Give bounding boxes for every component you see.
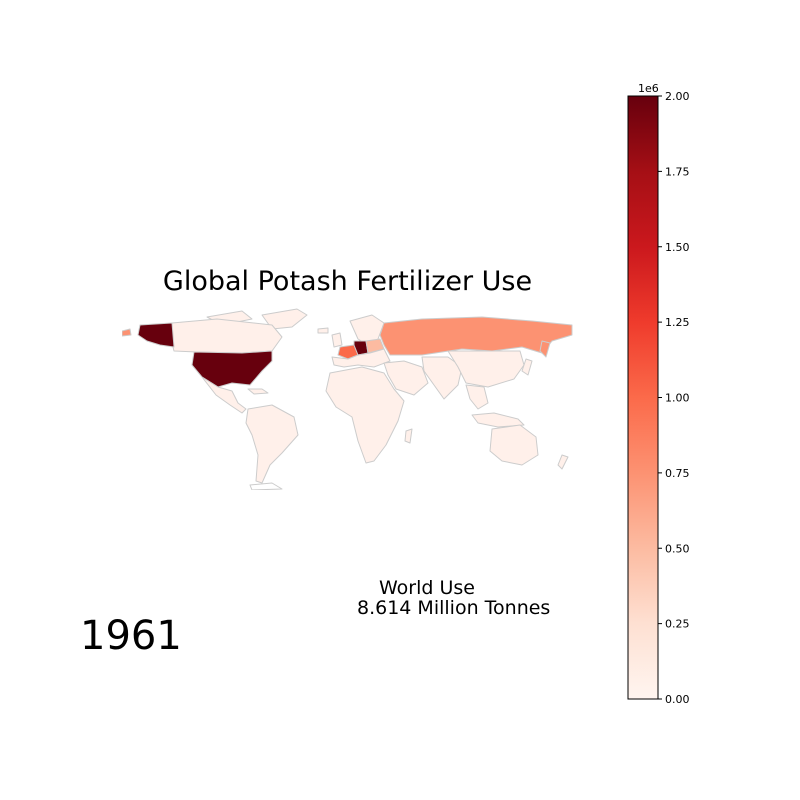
region-new-zealand bbox=[557, 454, 569, 470]
world-map bbox=[122, 308, 573, 490]
region-alaska bbox=[137, 322, 175, 348]
region-kamchatka bbox=[539, 340, 551, 358]
colorbar-tick-label: 0.75 bbox=[665, 467, 690, 480]
region-madagascar bbox=[404, 428, 413, 444]
colorbar-tick-label: 1.75 bbox=[665, 165, 690, 178]
map-title: Global Potash Fertilizer Use bbox=[162, 266, 533, 297]
region-usa bbox=[191, 350, 273, 388]
colorbar-tick-label: 1.00 bbox=[665, 392, 690, 405]
region-canada bbox=[169, 318, 283, 354]
region-caribbean bbox=[247, 388, 269, 395]
world-use-label: World Use bbox=[379, 577, 475, 599]
colorbar: 1e6 0.00 0.25 0.50 0.75 1.00 1.25 1.50 1.75 2.00 bbox=[627, 82, 690, 706]
world-use-value: 8.614 Million Tonnes bbox=[357, 597, 551, 619]
region-southern-europe bbox=[331, 348, 391, 368]
region-africa bbox=[325, 366, 405, 464]
colorbar-tick-label: 0.25 bbox=[665, 618, 690, 631]
region-southeast-asia bbox=[465, 384, 489, 410]
region-mexico bbox=[201, 376, 247, 414]
region-iceland bbox=[317, 327, 329, 334]
colorbar-gradient bbox=[627, 95, 659, 700]
region-australia bbox=[489, 424, 539, 466]
region-south-america bbox=[245, 404, 299, 484]
colorbar-tick-label: 2.00 bbox=[665, 90, 690, 103]
colorbar-scale-label: 1e6 bbox=[638, 82, 659, 95]
region-china bbox=[447, 350, 525, 388]
region-uk bbox=[331, 332, 343, 348]
region-japan bbox=[521, 358, 533, 376]
colorbar-ticks: 0.00 0.25 0.50 0.75 1.00 1.25 1.50 1.75 2.00 bbox=[658, 90, 690, 706]
region-indonesia bbox=[471, 412, 525, 428]
region-antarctica bbox=[249, 482, 283, 490]
region-south-asia bbox=[421, 356, 463, 400]
region-middle-east bbox=[383, 360, 429, 396]
colorbar-tick-label: 0.50 bbox=[665, 542, 690, 555]
region-chukotka-west bbox=[122, 328, 132, 337]
colorbar-tick-label: 1.50 bbox=[665, 241, 690, 254]
colorbar-tick-label: 0.00 bbox=[665, 693, 690, 706]
colorbar-tick-label: 1.25 bbox=[665, 316, 690, 329]
region-ussr bbox=[379, 316, 573, 356]
year-label: 1961 bbox=[80, 613, 182, 659]
